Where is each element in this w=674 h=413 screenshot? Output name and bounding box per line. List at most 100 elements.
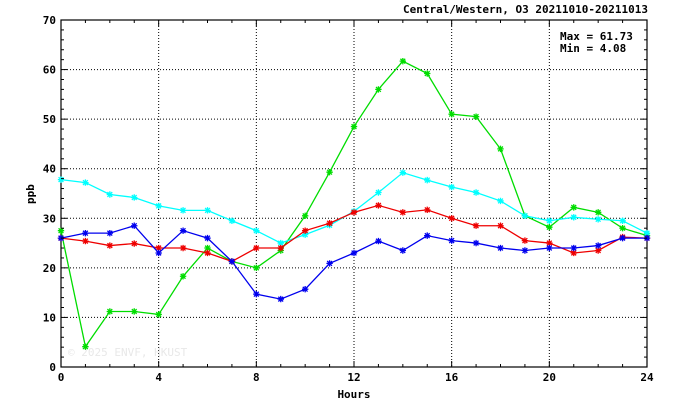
series-3-point: [179, 244, 187, 252]
series-2-point: [301, 231, 309, 238]
series-1-point: [399, 57, 407, 65]
series-1-point: [57, 227, 65, 234]
y-tick-label: 30: [43, 212, 56, 225]
series-4-point: [155, 249, 162, 257]
series-1-point: [594, 209, 602, 216]
series-4-point: [228, 258, 236, 265]
series-4-point: [424, 232, 431, 239]
x-tick-label: 4: [155, 371, 162, 384]
axis-layer: 0 4 8 12 16 20 24 0 10 20 30 40 50 60 70: [43, 14, 654, 384]
series-1-point: [155, 311, 162, 318]
series-4-point: [277, 295, 284, 303]
grid-layer: [61, 20, 647, 367]
series-4-point: [375, 237, 382, 245]
series-1-point: [326, 168, 333, 176]
series-4-point: [106, 229, 114, 237]
series-3-point: [350, 209, 358, 216]
series-1-point: [497, 145, 504, 153]
series-2-point: [131, 194, 138, 201]
series-3-point: [570, 249, 577, 257]
y-tick-label: 50: [43, 113, 56, 126]
x-tick-label: 20: [543, 371, 556, 384]
stat-max-label: Max = 61.73: [560, 30, 633, 43]
series-4-point: [301, 285, 309, 293]
series-1-point: [472, 113, 480, 120]
series-1-point: [253, 264, 260, 272]
series-2-point: [375, 189, 382, 196]
series-1-point: [619, 225, 626, 232]
series-3-point: [253, 244, 260, 252]
series-1-point: [570, 204, 577, 211]
series-2-point: [643, 229, 651, 237]
series-3-point: [399, 209, 407, 216]
series-3-point: [204, 249, 211, 257]
series-3-point: [521, 237, 529, 244]
series-3-point: [448, 215, 455, 222]
stat-min-label: Min = 4.08: [560, 42, 626, 55]
series-2-point: [179, 207, 187, 214]
series-3-point: [277, 244, 284, 252]
series-2-point: [155, 202, 162, 210]
y-tick-label: 10: [43, 311, 56, 324]
watermark-text: © 2025 ENVF, HKUST: [68, 346, 188, 359]
series-3-point: [424, 206, 431, 214]
series-2-point: [228, 217, 236, 224]
series-3-point: [155, 244, 162, 252]
series-4-point: [619, 234, 626, 242]
series-4-point: [131, 222, 138, 229]
series-4-point: [399, 247, 407, 254]
series-1-point: [106, 308, 114, 315]
series-4-point: [179, 227, 187, 234]
series-3-point: [326, 220, 333, 227]
series-3-point: [301, 227, 309, 234]
series-3-point: [131, 240, 138, 247]
series-4-point: [204, 234, 211, 242]
series-2-point: [277, 239, 284, 247]
series-3-point: [375, 202, 382, 209]
series-2-point: [619, 217, 626, 224]
series-2-point: [594, 216, 602, 223]
series-layer: [57, 57, 651, 350]
series-1-point: [375, 86, 382, 93]
series-1-point: [350, 123, 358, 130]
x-tick-label: 16: [445, 371, 459, 384]
series-2-point: [472, 189, 480, 196]
y-tick-label: 0: [49, 361, 56, 374]
series-3-point: [546, 239, 553, 247]
y-tick-label: 40: [43, 163, 56, 176]
x-tick-label: 0: [58, 371, 65, 384]
series-3-point: [594, 247, 602, 254]
series-4-point: [326, 260, 333, 267]
series-2-point: [521, 212, 529, 220]
y-tick-label: 70: [43, 14, 56, 27]
x-tick-label: 8: [253, 371, 260, 384]
series-2-point: [399, 169, 407, 176]
series-1-point: [546, 224, 553, 231]
series-2-point: [82, 179, 89, 186]
series-4-point: [594, 242, 602, 249]
y-axis-label: ppb: [24, 184, 37, 204]
series-1-point: [179, 273, 187, 280]
series-1-point: [424, 70, 431, 77]
series-2-point: [546, 217, 553, 224]
x-axis-label: Hours: [337, 388, 370, 401]
y-tick-label: 20: [43, 262, 56, 275]
x-tick-label: 12: [347, 371, 360, 384]
x-tick-label: 24: [640, 371, 654, 384]
series-2-point: [57, 176, 65, 183]
series-4-point: [497, 244, 504, 252]
series-4-point: [472, 239, 480, 247]
series-3-point: [497, 222, 504, 229]
series-4-point: [448, 237, 455, 244]
y-tick-label: 60: [43, 64, 56, 77]
series-1-point: [131, 308, 138, 315]
series-1-point: [448, 110, 455, 118]
series-1-point: [204, 244, 211, 252]
series-1-point: [82, 343, 89, 350]
series-4-point: [546, 244, 553, 252]
series-2-point: [424, 176, 431, 184]
series-2-point: [570, 214, 577, 221]
series-3-point: [106, 242, 114, 249]
series-2-point: [497, 197, 504, 205]
